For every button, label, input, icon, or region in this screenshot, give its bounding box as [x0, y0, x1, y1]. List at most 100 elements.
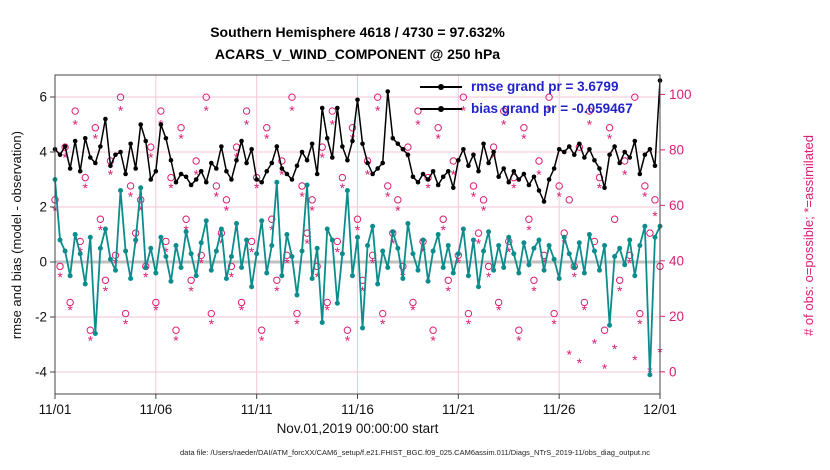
svg-text:11/26: 11/26: [543, 402, 576, 417]
svg-text:*: *: [461, 103, 467, 119]
svg-text:*: *: [375, 103, 381, 119]
svg-text:*: *: [173, 333, 179, 349]
svg-text:*: *: [168, 180, 174, 196]
svg-text:*: *: [481, 202, 487, 218]
svg-text:*: *: [264, 130, 270, 146]
svg-text:*: *: [138, 202, 144, 218]
svg-text:11/11: 11/11: [241, 402, 273, 417]
svg-text:*: *: [365, 166, 371, 182]
svg-text:*: *: [390, 236, 396, 252]
svg-text:*: *: [153, 302, 159, 318]
y-axis-label-left: rmse and bias (model - observation): [8, 130, 24, 340]
svg-text:*: *: [244, 116, 250, 132]
y-axis-label-right-wrap: # of obs: o=possible; *=assimilated: [798, 75, 818, 395]
svg-text:*: *: [430, 333, 436, 349]
svg-text:*: *: [330, 116, 336, 132]
svg-text:*: *: [319, 150, 325, 166]
svg-text:*: *: [612, 341, 618, 357]
svg-text:*: *: [617, 283, 623, 299]
legend-item-rmse: rmse grand pr = 3.6799: [418, 79, 633, 94]
legend-label-bias: bias grand pr = -0.059467: [471, 101, 633, 116]
svg-text:*: *: [486, 269, 492, 285]
svg-text:*: *: [304, 236, 310, 252]
svg-text:*: *: [496, 302, 502, 318]
svg-text:60: 60: [669, 198, 684, 213]
svg-text:*: *: [370, 255, 376, 271]
svg-text:*: *: [93, 130, 99, 146]
svg-text:*: *: [451, 166, 457, 182]
svg-text:*: *: [57, 269, 63, 285]
figure-title: Southern Hemisphere 4618 / 4730 = 97.632…: [210, 24, 505, 40]
svg-text:*: *: [123, 316, 129, 332]
svg-text:*: *: [435, 130, 441, 146]
svg-text:*: *: [178, 130, 184, 146]
svg-text:11/06: 11/06: [139, 402, 172, 417]
svg-text:40: 40: [669, 253, 684, 268]
svg-text:*: *: [556, 189, 562, 205]
svg-text:*: *: [143, 269, 149, 285]
svg-text:*: *: [446, 283, 452, 299]
svg-text:*: *: [592, 336, 598, 352]
svg-text:-4: -4: [35, 365, 47, 380]
svg-text:*: *: [163, 244, 169, 260]
svg-text:*: *: [83, 180, 89, 196]
svg-text:11/16: 11/16: [341, 402, 374, 417]
svg-text:*: *: [587, 116, 593, 132]
legend-label-rmse: rmse grand pr = 3.6799: [471, 79, 619, 94]
svg-text:*: *: [511, 180, 517, 196]
legend: rmse grand pr = 3.6799 bias grand pr = -…: [418, 79, 633, 116]
svg-text:6: 6: [39, 90, 47, 105]
svg-text:*: *: [521, 130, 527, 146]
svg-text:*: *: [98, 222, 104, 238]
svg-text:*: *: [309, 202, 315, 218]
svg-text:*: *: [325, 302, 331, 318]
svg-text:*: *: [652, 208, 658, 224]
svg-text:*: *: [103, 283, 109, 299]
svg-text:*: *: [572, 269, 578, 285]
svg-text:*: *: [380, 316, 386, 332]
svg-text:-2: -2: [35, 310, 47, 325]
svg-text:*: *: [541, 255, 547, 271]
svg-text:*: *: [456, 255, 462, 271]
svg-text:100: 100: [669, 87, 692, 102]
svg-text:*: *: [501, 116, 507, 132]
svg-text:*: *: [198, 255, 204, 271]
svg-text:*: *: [254, 180, 260, 196]
legend-item-bias: bias grand pr = -0.059467: [418, 101, 633, 116]
svg-text:*: *: [415, 116, 421, 132]
svg-text:*: *: [314, 269, 320, 285]
svg-text:*: *: [148, 150, 154, 166]
svg-text:20: 20: [669, 309, 684, 324]
svg-text:*: *: [219, 236, 225, 252]
svg-text:*: *: [229, 269, 235, 285]
svg-text:*: *: [476, 236, 482, 252]
svg-text:*: *: [299, 189, 305, 205]
svg-text:0: 0: [39, 255, 47, 270]
svg-text:*: *: [531, 283, 537, 299]
svg-text:*: *: [622, 166, 628, 182]
svg-text:*: *: [279, 166, 285, 182]
svg-text:2: 2: [39, 200, 47, 215]
svg-text:*: *: [536, 166, 542, 182]
svg-text:*: *: [72, 116, 78, 132]
svg-text:*: *: [249, 244, 255, 260]
svg-text:*: *: [506, 244, 512, 260]
svg-text:*: *: [526, 222, 532, 238]
svg-text:4: 4: [39, 145, 47, 160]
svg-text:*: *: [582, 302, 588, 318]
svg-text:*: *: [597, 180, 603, 196]
svg-text:*: *: [627, 255, 633, 271]
svg-text:*: *: [395, 202, 401, 218]
svg-text:*: *: [209, 316, 215, 332]
svg-text:*: *: [118, 103, 124, 119]
y-axis-label-right: # of obs: o=possible; *=assimilated: [800, 134, 816, 336]
svg-text:*: *: [88, 333, 94, 349]
svg-text:*: *: [193, 166, 199, 182]
svg-text:*: *: [546, 103, 552, 119]
svg-text:*: *: [335, 244, 341, 260]
svg-text:*: *: [67, 302, 73, 318]
svg-text:*: *: [440, 222, 446, 238]
svg-text:*: *: [385, 189, 391, 205]
svg-text:*: *: [607, 130, 613, 146]
svg-text:*: *: [259, 333, 265, 349]
